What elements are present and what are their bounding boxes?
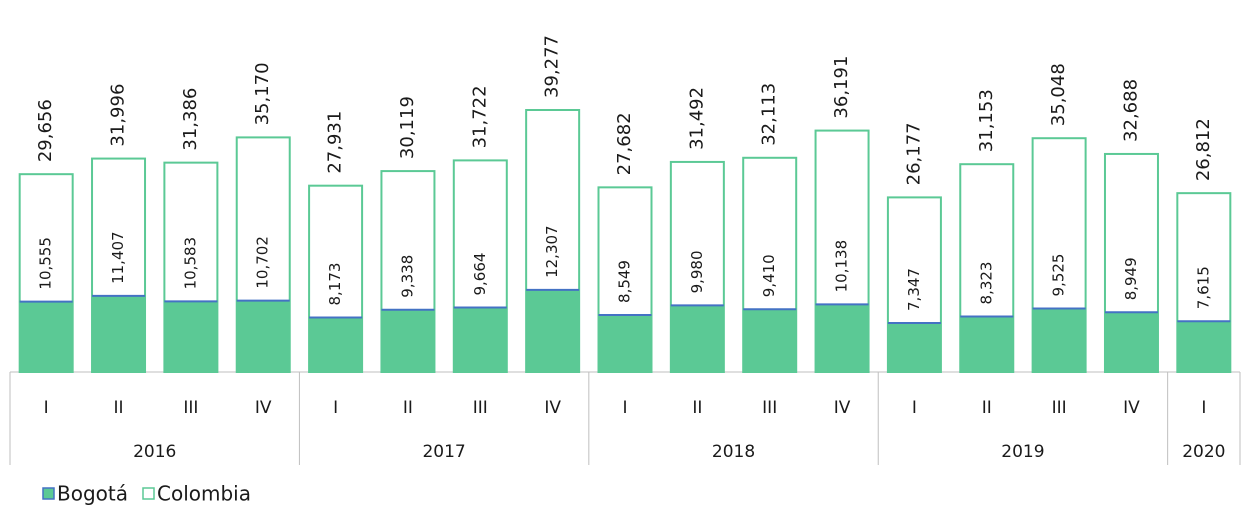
data-label: 11,407 — [109, 231, 127, 284]
bar — [887, 322, 941, 372]
x-tick-label: I — [912, 398, 917, 418]
data-label: 8,549 — [616, 260, 634, 303]
bar — [598, 314, 652, 372]
data-label: 31,386 — [180, 88, 201, 151]
x-tick-label: IV — [1123, 398, 1140, 418]
x-tick-label: III — [1052, 398, 1067, 418]
x-tick-label: II — [982, 398, 992, 418]
data-label: 27,682 — [614, 112, 635, 175]
data-label: 7,615 — [1194, 266, 1212, 309]
x-tick-label: III — [183, 398, 198, 418]
bar — [670, 305, 724, 372]
group-label: 2016 — [133, 442, 176, 462]
data-label: 8,949 — [1122, 257, 1140, 300]
data-label: 9,980 — [688, 250, 706, 293]
x-tick-label: I — [333, 398, 338, 418]
data-label: 32,688 — [1120, 79, 1141, 142]
legend-label: Bogotá — [57, 482, 128, 506]
x-tick-label: III — [762, 398, 777, 418]
bar — [92, 295, 146, 372]
x-tick-label: IV — [834, 398, 851, 418]
bar — [236, 300, 290, 372]
data-label: 35,048 — [1048, 63, 1069, 126]
data-label: 31,153 — [976, 89, 997, 152]
x-tick-label: III — [473, 398, 488, 418]
data-label: 36,191 — [831, 56, 852, 119]
data-label: 10,702 — [254, 236, 272, 289]
data-label: 9,525 — [1050, 254, 1068, 297]
legend-label: Colombia — [157, 482, 251, 506]
data-label: 26,812 — [1193, 118, 1214, 181]
x-tick-label: IV — [255, 398, 272, 418]
group-label: 2017 — [422, 442, 465, 462]
data-label: 30,119 — [397, 96, 418, 159]
legend-swatch — [142, 487, 155, 500]
data-label: 32,113 — [759, 83, 780, 146]
x-tick-label: IV — [544, 398, 561, 418]
bar — [164, 301, 218, 372]
data-label: 8,173 — [326, 263, 344, 306]
bar — [381, 309, 435, 372]
group-label: 2019 — [1001, 442, 1044, 462]
bar — [526, 289, 580, 372]
legend-swatch — [42, 487, 55, 500]
x-tick-label: II — [114, 398, 124, 418]
bar — [1104, 312, 1158, 372]
data-label: 29,656 — [35, 99, 56, 162]
data-label: 7,347 — [905, 268, 923, 311]
group-label: 2018 — [712, 442, 755, 462]
data-label: 8,323 — [977, 262, 995, 305]
x-tick-label: II — [692, 398, 702, 418]
data-label: 31,996 — [108, 84, 129, 147]
bar — [309, 317, 363, 372]
data-label: 27,931 — [325, 111, 346, 174]
data-label: 9,410 — [760, 254, 778, 297]
bar — [1177, 321, 1231, 372]
bar — [815, 304, 869, 372]
bar — [19, 301, 73, 372]
bar — [1032, 308, 1086, 372]
bar — [743, 309, 797, 372]
data-label: 10,555 — [37, 237, 55, 290]
data-label: 12,307 — [543, 225, 561, 278]
data-label: 26,177 — [903, 122, 924, 185]
group-label: 2020 — [1182, 442, 1225, 462]
bar — [960, 316, 1014, 372]
bar — [453, 307, 507, 372]
data-label: 10,583 — [181, 237, 199, 290]
x-tick-label: I — [622, 398, 627, 418]
data-label: 35,170 — [252, 62, 273, 125]
x-tick-label: I — [44, 398, 49, 418]
x-tick-label: I — [1201, 398, 1206, 418]
data-label: 31,492 — [686, 87, 707, 150]
data-label: 10,138 — [833, 240, 851, 293]
data-label: 31,722 — [469, 85, 490, 148]
data-label: 9,664 — [471, 253, 489, 296]
data-label: 39,277 — [542, 35, 563, 98]
data-label: 9,338 — [398, 255, 416, 298]
x-tick-label: II — [403, 398, 413, 418]
